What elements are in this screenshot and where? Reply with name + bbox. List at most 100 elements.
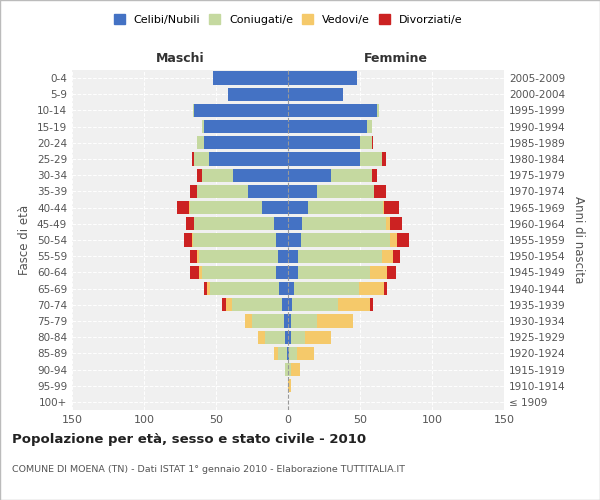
- Bar: [209, 152, 288, 166]
- Bar: [194, 217, 274, 230]
- Bar: [190, 201, 262, 214]
- Bar: [226, 298, 232, 312]
- Bar: [331, 168, 371, 182]
- Bar: [199, 250, 278, 263]
- Bar: [370, 298, 373, 312]
- Bar: [288, 217, 302, 230]
- Bar: [194, 152, 209, 166]
- Bar: [262, 201, 288, 214]
- Bar: [370, 266, 388, 279]
- Bar: [288, 152, 360, 166]
- Bar: [285, 363, 288, 376]
- Bar: [288, 346, 289, 360]
- Bar: [184, 234, 191, 246]
- Bar: [360, 136, 371, 149]
- Bar: [302, 217, 386, 230]
- Bar: [197, 250, 199, 263]
- Bar: [197, 185, 248, 198]
- Bar: [177, 201, 188, 214]
- Bar: [288, 298, 292, 312]
- Bar: [338, 298, 370, 312]
- Bar: [277, 266, 288, 279]
- Bar: [385, 201, 399, 214]
- Bar: [197, 136, 205, 149]
- Y-axis label: Fasce di età: Fasce di età: [19, 205, 31, 275]
- Bar: [289, 346, 296, 360]
- Text: Maschi: Maschi: [155, 52, 205, 65]
- Bar: [265, 330, 285, 344]
- Bar: [248, 185, 288, 198]
- Bar: [374, 185, 386, 198]
- Bar: [298, 250, 382, 263]
- Bar: [233, 168, 288, 182]
- Bar: [287, 346, 288, 360]
- Bar: [245, 314, 252, 328]
- Legend: Celibi/Nubili, Coniugati/e, Vedovi/e, Divorziati/e: Celibi/Nubili, Coniugati/e, Vedovi/e, Di…: [113, 14, 463, 25]
- Bar: [288, 104, 377, 117]
- Bar: [288, 88, 343, 101]
- Bar: [232, 298, 282, 312]
- Bar: [288, 250, 298, 263]
- Bar: [382, 152, 386, 166]
- Bar: [385, 282, 388, 295]
- Bar: [371, 168, 377, 182]
- Bar: [208, 282, 210, 295]
- Bar: [301, 234, 390, 246]
- Text: Femmine: Femmine: [364, 52, 428, 65]
- Bar: [205, 282, 208, 295]
- Bar: [393, 250, 400, 263]
- Bar: [382, 250, 393, 263]
- Bar: [278, 346, 287, 360]
- Bar: [292, 298, 338, 312]
- Bar: [284, 314, 288, 328]
- Bar: [386, 217, 390, 230]
- Bar: [278, 250, 288, 263]
- Bar: [288, 136, 360, 149]
- Bar: [390, 234, 397, 246]
- Bar: [190, 185, 197, 198]
- Bar: [188, 201, 190, 214]
- Bar: [193, 234, 277, 246]
- Bar: [367, 120, 371, 134]
- Bar: [280, 282, 288, 295]
- Bar: [359, 282, 385, 295]
- Bar: [205, 136, 288, 149]
- Bar: [388, 266, 396, 279]
- Bar: [288, 185, 317, 198]
- Bar: [288, 314, 291, 328]
- Bar: [377, 104, 379, 117]
- Bar: [294, 282, 359, 295]
- Bar: [371, 136, 373, 149]
- Bar: [288, 282, 294, 295]
- Bar: [291, 314, 317, 328]
- Bar: [202, 266, 277, 279]
- Bar: [222, 298, 226, 312]
- Bar: [298, 266, 370, 279]
- Bar: [305, 330, 331, 344]
- Text: COMUNE DI MOENA (TN) - Dati ISTAT 1° gennaio 2010 - Elaborazione TUTTITALIA.IT: COMUNE DI MOENA (TN) - Dati ISTAT 1° gen…: [12, 466, 405, 474]
- Bar: [288, 363, 291, 376]
- Bar: [274, 217, 288, 230]
- Bar: [252, 314, 284, 328]
- Bar: [296, 346, 314, 360]
- Bar: [282, 298, 288, 312]
- Bar: [227, 88, 288, 101]
- Bar: [288, 330, 291, 344]
- Bar: [317, 314, 353, 328]
- Bar: [194, 104, 288, 117]
- Bar: [258, 330, 265, 344]
- Bar: [288, 234, 301, 246]
- Bar: [383, 201, 385, 214]
- Bar: [191, 234, 193, 246]
- Bar: [288, 266, 298, 279]
- Bar: [360, 152, 382, 166]
- Bar: [390, 217, 402, 230]
- Bar: [285, 330, 288, 344]
- Bar: [277, 234, 288, 246]
- Bar: [190, 266, 199, 279]
- Bar: [288, 168, 331, 182]
- Bar: [202, 168, 233, 182]
- Bar: [288, 201, 308, 214]
- Bar: [291, 330, 305, 344]
- Bar: [317, 185, 374, 198]
